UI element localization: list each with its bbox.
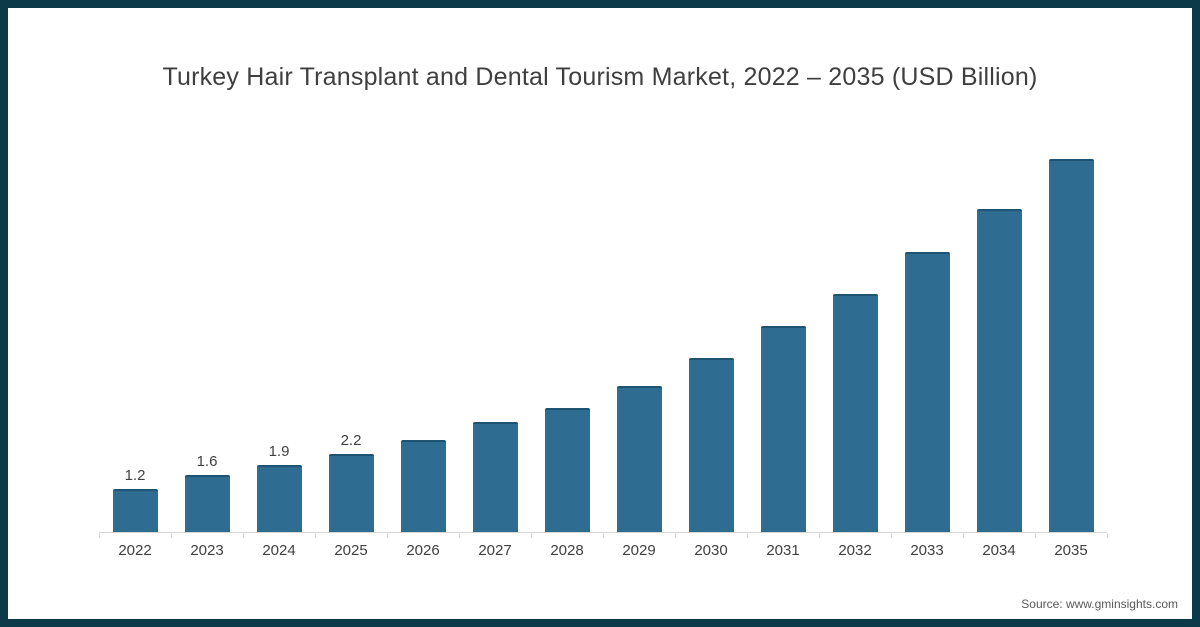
bar-slot-2025: 2.2 (315, 140, 387, 532)
data-label-2024: 1.9 (268, 443, 290, 460)
bar-slot-2029 (603, 140, 675, 532)
bar-2029 (616, 386, 662, 532)
axis-tick (171, 533, 172, 538)
x-label-2026: 2026 (406, 542, 440, 559)
x-label-2029: 2029 (622, 542, 656, 559)
bar-2024 (256, 465, 302, 532)
data-label-2022: 1.2 (124, 467, 146, 484)
data-label-2023: 1.6 (196, 453, 218, 470)
axis-tick (675, 533, 676, 538)
x-label-2031: 2031 (766, 542, 800, 559)
bar-slot-2022: 1.2 (99, 140, 171, 532)
axis-tick (603, 533, 604, 538)
bar-slot-2026 (387, 140, 459, 532)
bar-2025 (328, 454, 374, 532)
x-label-2028: 2028 (550, 542, 584, 559)
bar-2031 (760, 326, 806, 532)
data-label-2025: 2.2 (340, 432, 362, 449)
axis-tick (1035, 533, 1036, 538)
x-label-2032: 2032 (838, 542, 872, 559)
x-label-2027: 2027 (478, 542, 512, 559)
bar-2027 (472, 422, 518, 532)
chart-title: Turkey Hair Transplant and Dental Touris… (162, 63, 1038, 91)
x-axis-labels: 2022 2023 2024 2025 2026 2027 2028 2029 2030 2031… (99, 542, 1107, 559)
bar-2035 (1048, 159, 1094, 532)
bar-slot-2027 (459, 140, 531, 532)
bar-slot-2023: 1.6 (171, 140, 243, 532)
x-label-2023: 2023 (190, 542, 224, 559)
plot-area: 1.2 1.6 1.9 2.2 (99, 140, 1107, 533)
x-label-2033: 2033 (910, 542, 944, 559)
axis-tick (819, 533, 820, 538)
bar-slot-2033 (891, 140, 963, 532)
bar-2026 (400, 440, 446, 532)
axis-tick (315, 533, 316, 538)
axis-tick (891, 533, 892, 538)
bar-slot-2028 (531, 140, 603, 532)
bar-2034 (976, 209, 1022, 532)
bar-slot-2034 (963, 140, 1035, 532)
bar-slot-2024: 1.9 (243, 140, 315, 532)
axis-tick (531, 533, 532, 538)
bar-slot-2032 (819, 140, 891, 532)
bar-2022 (112, 489, 158, 532)
bar-2028 (544, 408, 590, 532)
x-axis-ticks (99, 533, 1108, 538)
bar-2030 (688, 358, 734, 532)
axis-tick (1107, 533, 1108, 538)
x-label-2024: 2024 (262, 542, 296, 559)
axis-tick (459, 533, 460, 538)
bar-slot-2035 (1035, 140, 1107, 532)
x-label-2035: 2035 (1054, 542, 1088, 559)
x-label-2030: 2030 (694, 542, 728, 559)
axis-tick (963, 533, 964, 538)
bar-slot-2030 (675, 140, 747, 532)
x-label-2022: 2022 (118, 542, 152, 559)
axis-tick (747, 533, 748, 538)
axis-tick (243, 533, 244, 538)
x-label-2034: 2034 (982, 542, 1016, 559)
bar-2032 (832, 294, 878, 532)
bar-2023 (184, 475, 230, 532)
axis-tick (387, 533, 388, 538)
bar-2033 (904, 252, 950, 532)
bar-slot-2031 (747, 140, 819, 532)
source-attribution: Source: www.gminsights.com (1021, 597, 1178, 611)
axis-tick (99, 533, 100, 538)
x-label-2025: 2025 (334, 542, 368, 559)
